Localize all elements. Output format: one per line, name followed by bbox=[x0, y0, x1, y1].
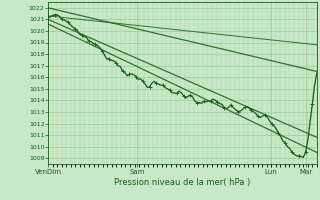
X-axis label: Pression niveau de la mer( hPa ): Pression niveau de la mer( hPa ) bbox=[114, 178, 251, 187]
